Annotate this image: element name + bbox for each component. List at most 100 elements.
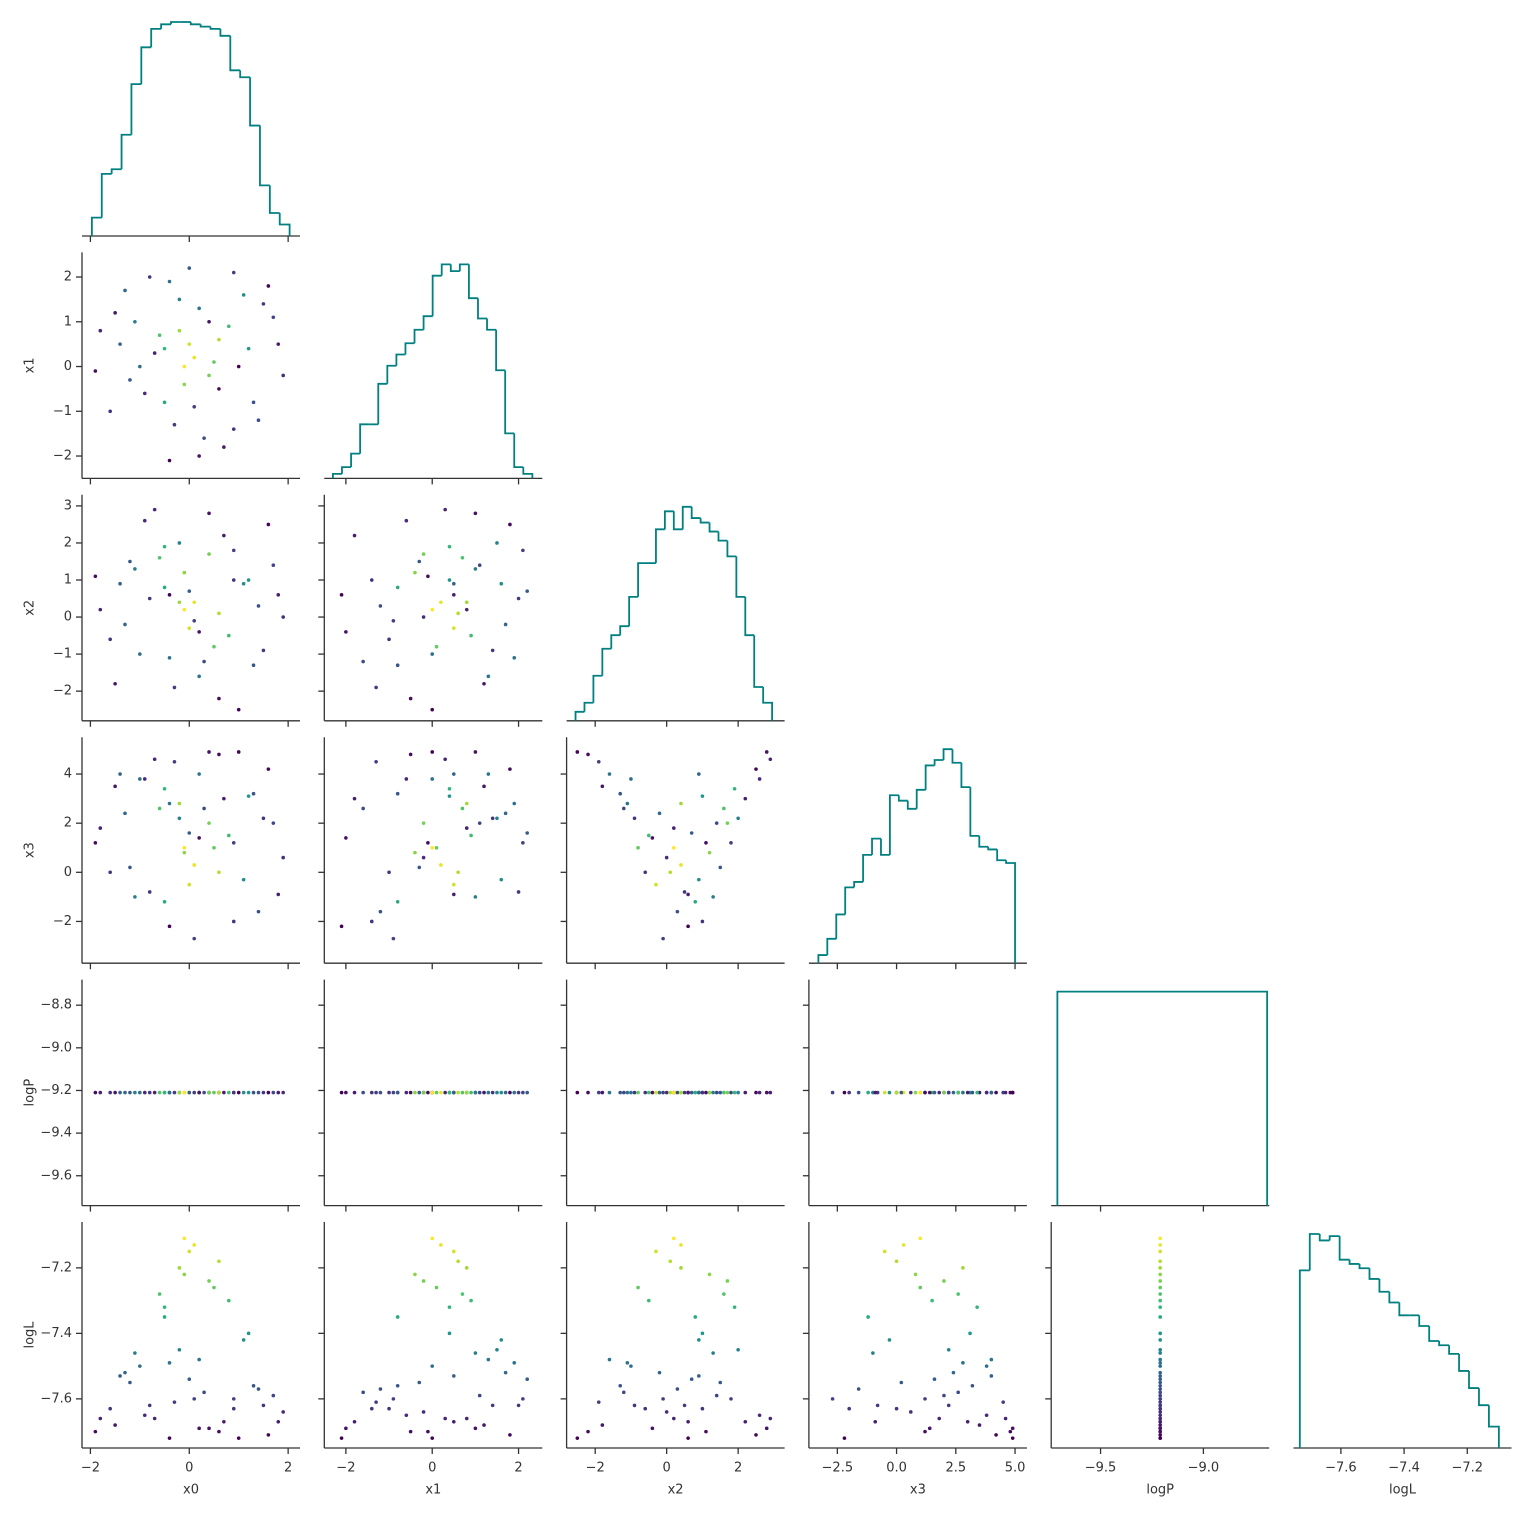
scatter-point <box>266 1090 271 1095</box>
scatter-point <box>413 850 417 855</box>
scatter-point <box>495 1090 499 1095</box>
scatter-point <box>344 836 348 840</box>
scatter-point <box>241 1338 246 1342</box>
scatter-point <box>913 1272 918 1277</box>
scatter-point <box>142 391 147 396</box>
scatter-point <box>369 1090 374 1095</box>
scatter-point <box>142 1090 147 1095</box>
scatter-point <box>650 1426 655 1431</box>
scatter-point <box>177 328 182 333</box>
histogram-step <box>942 748 953 761</box>
scatter-point <box>246 1090 251 1095</box>
scatter-point <box>482 784 486 789</box>
scatter-point <box>697 1374 701 1378</box>
histogram-step <box>717 531 728 542</box>
scatter-point <box>946 1347 951 1352</box>
scatter-point <box>1158 1285 1162 1290</box>
scatter-point <box>172 759 177 764</box>
histogram-step <box>753 635 764 688</box>
scatter-point <box>123 622 127 627</box>
scatter-point <box>521 841 525 845</box>
scatter-point <box>123 1090 127 1095</box>
scatter-point <box>675 909 680 914</box>
scatter-point <box>167 593 172 597</box>
scatter-point <box>757 777 762 781</box>
scatter-point <box>138 364 142 369</box>
scatter-point <box>1003 1416 1008 1421</box>
scatter-point <box>256 604 261 608</box>
scatter-point <box>217 870 221 875</box>
scatter-point <box>251 400 256 405</box>
histogram-step <box>359 423 370 454</box>
scatter-point <box>123 288 127 293</box>
histogram-step <box>681 505 692 530</box>
histogram-step <box>826 937 837 956</box>
scatter-point <box>937 1090 942 1095</box>
scatter-point <box>654 882 658 887</box>
scatter-point <box>586 1429 590 1434</box>
y-tick-label: 1 <box>64 314 72 329</box>
x-tick-label: 2 <box>514 1461 522 1476</box>
scatter-point <box>452 626 456 630</box>
scatter-point <box>503 1370 508 1375</box>
scatter-point <box>231 548 236 553</box>
scatter-point <box>646 1298 651 1303</box>
scatter-point <box>261 816 266 821</box>
x-tick-label: 0.0 <box>886 1461 907 1476</box>
scatter-point <box>197 836 201 840</box>
scatter-point <box>207 511 211 516</box>
scatter-point <box>1158 1364 1162 1368</box>
scatter-point <box>508 767 512 771</box>
scatter-point <box>1010 1426 1015 1431</box>
scatter-point <box>1008 1429 1013 1434</box>
scatter-point <box>503 622 508 627</box>
scatter-point <box>142 777 147 781</box>
scatter-point <box>1010 1436 1015 1440</box>
scatter-point <box>426 841 430 845</box>
scatter-point <box>722 1292 726 1296</box>
scatter-point <box>182 570 187 575</box>
scatter-point <box>344 1090 348 1095</box>
scatter-point <box>1158 1357 1162 1362</box>
scatter-point <box>961 1266 965 1270</box>
scatter-point <box>830 1090 835 1095</box>
scatter-point <box>98 1090 103 1095</box>
y-tick-label: 3 <box>64 498 72 513</box>
scatter-point <box>456 870 460 875</box>
scatter-point <box>157 555 162 560</box>
scatter-point <box>975 1090 979 1095</box>
scatter-point <box>508 1433 512 1437</box>
scatter-point <box>729 841 733 845</box>
histogram-step <box>672 511 683 531</box>
scatter-point <box>133 895 137 899</box>
scatter-point <box>391 618 396 623</box>
scatter-point <box>352 796 357 801</box>
scatter-point <box>686 924 690 929</box>
scatter-point <box>675 1090 680 1095</box>
scatter-point <box>704 1429 708 1434</box>
scatter-point <box>246 346 251 351</box>
scatter-point <box>152 757 157 762</box>
scatter-point <box>875 1403 880 1408</box>
scatter-point <box>276 342 281 346</box>
scatter-point <box>464 600 469 605</box>
scatter-point <box>1158 1347 1162 1352</box>
scatter-point <box>984 1413 989 1418</box>
scatter-point <box>217 611 221 616</box>
scatter-point <box>452 581 456 586</box>
scatter-point <box>711 1090 715 1095</box>
scatter-point <box>754 1433 758 1437</box>
y-tick-label: −9.2 <box>40 1083 72 1098</box>
scatter-point <box>212 845 216 850</box>
scatter-point <box>1158 1266 1162 1270</box>
scatter-point <box>421 1410 426 1414</box>
scatter-point <box>686 1090 690 1095</box>
scatter-point <box>918 1236 923 1241</box>
scatter-point <box>913 1090 918 1095</box>
x-tick-label: −9.0 <box>1188 1461 1220 1476</box>
scatter-point <box>212 1285 216 1290</box>
scatter-point <box>138 1364 142 1368</box>
scatter-point <box>217 1090 221 1095</box>
scatter-point <box>732 786 737 791</box>
scatter-point <box>413 1272 417 1277</box>
